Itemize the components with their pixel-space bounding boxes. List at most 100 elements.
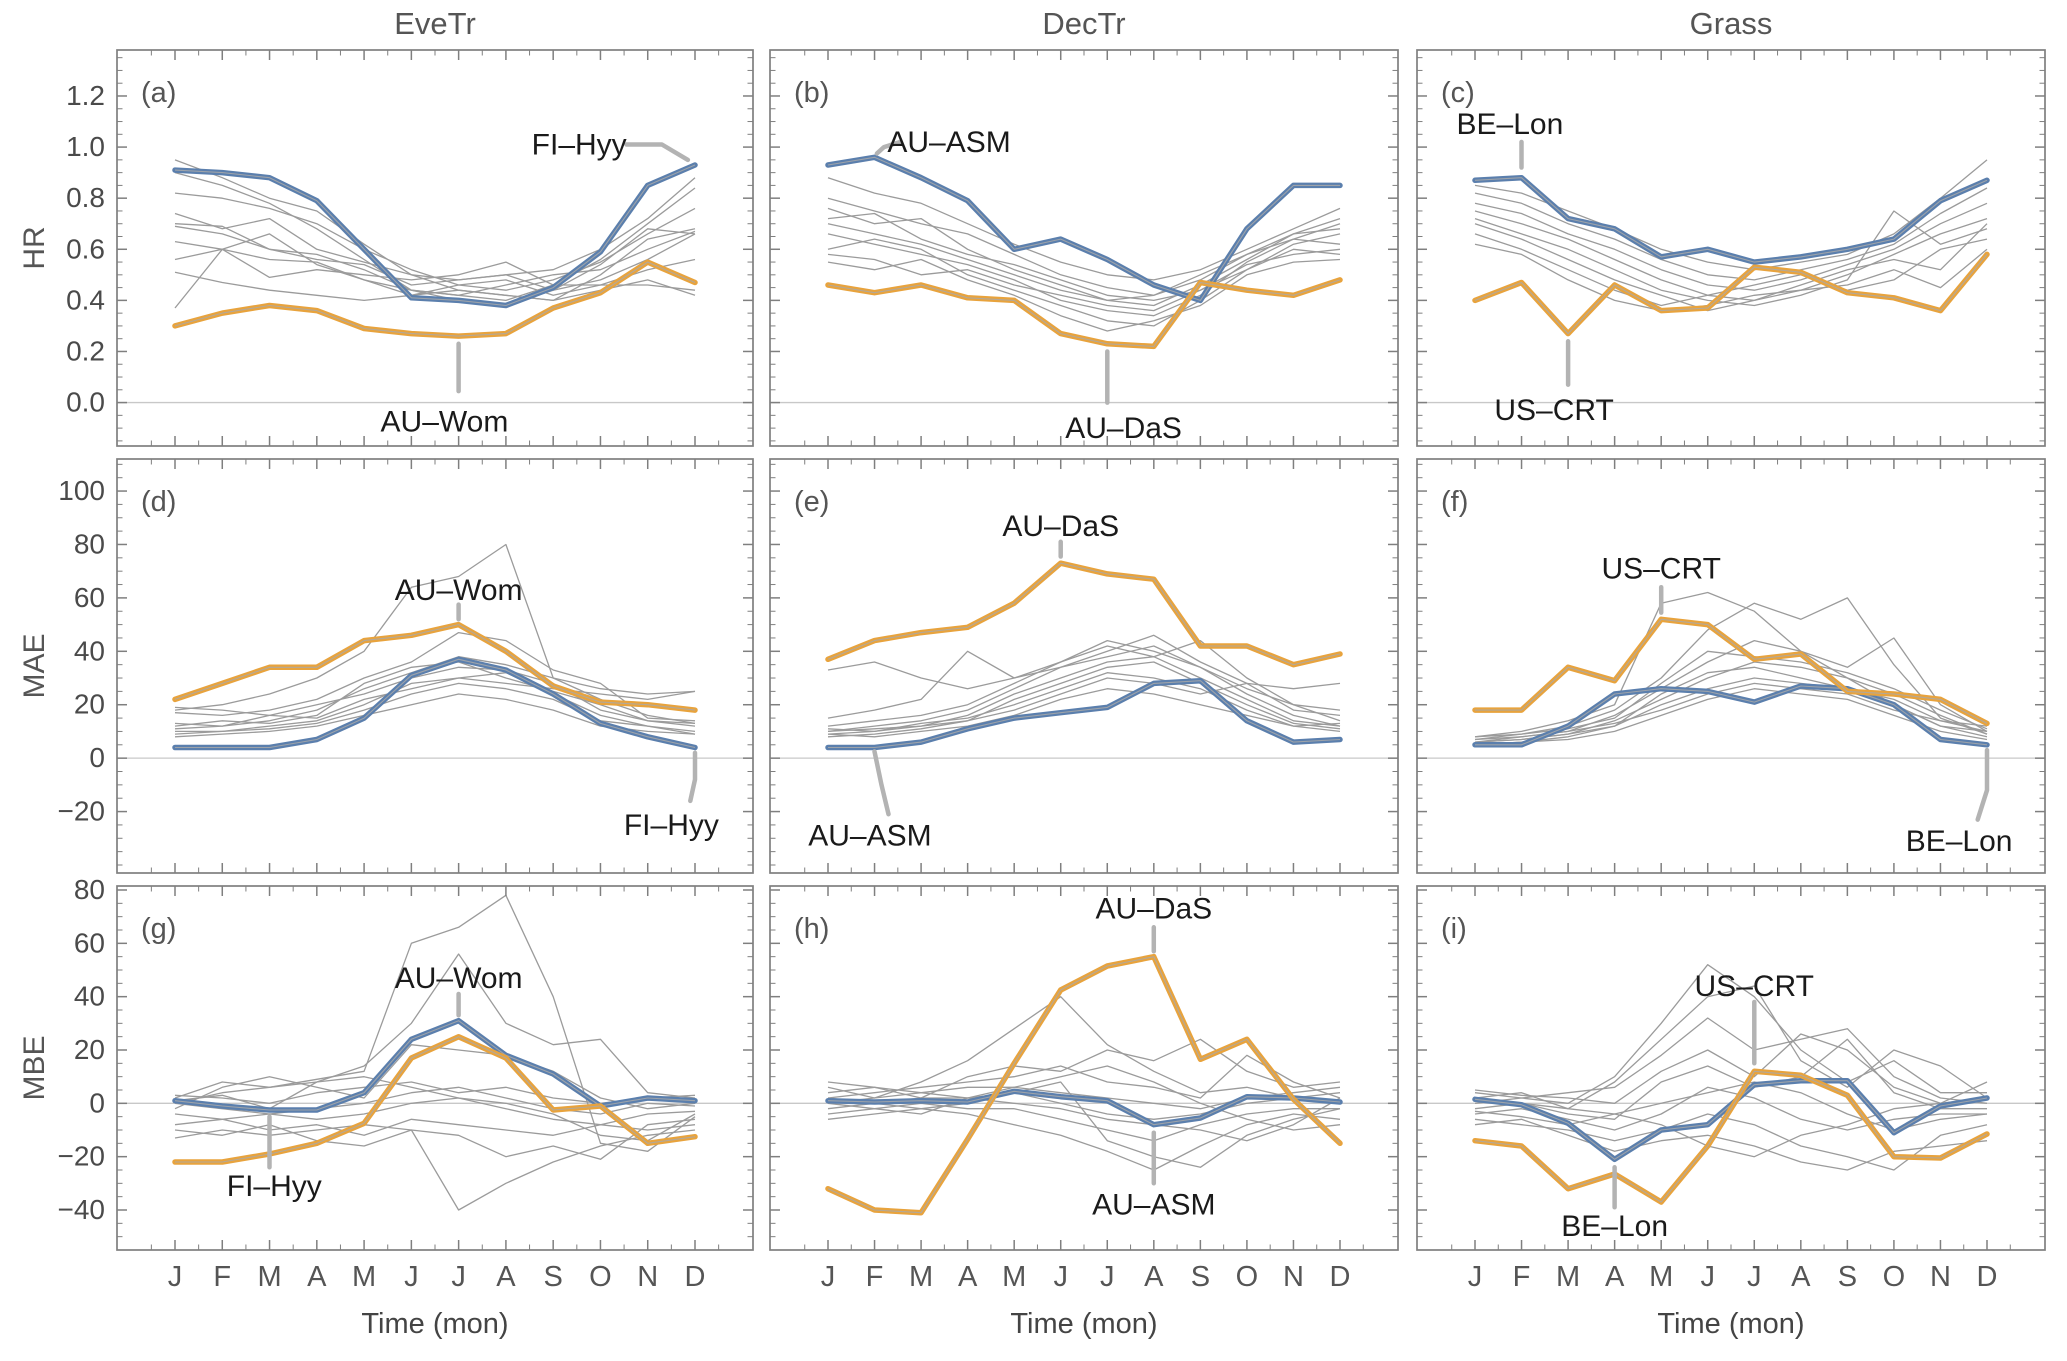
ensemble-line [827, 996, 1341, 1099]
x-tick-label: J [1747, 1261, 1762, 1293]
panel-letter: (e) [794, 486, 829, 518]
ensemble-line [827, 177, 1341, 281]
ensemble-line [174, 631, 696, 722]
panel-b: (b) AU–ASM AU–DaS [769, 49, 1399, 447]
ensemble-line [1474, 233, 1988, 307]
ensemble-line [827, 258, 1341, 332]
centerline-AU–Wom [174, 624, 696, 711]
axis-ticks [770, 886, 1398, 1251]
ensemble-line [174, 894, 696, 1152]
x-tick-label: S [544, 1261, 563, 1293]
highlight-line-AU–DaS [825, 953, 1343, 1216]
x-tick-label: J [1468, 1261, 1483, 1293]
highlight-line-AU–DaS [825, 560, 1343, 668]
highlight-line-AU–ASM [825, 677, 1343, 751]
panel-letter: (h) [794, 913, 829, 945]
column-title-grass: Grass [1689, 6, 1773, 41]
y-tick-label: 1.0 [66, 131, 105, 162]
ensemble-line [827, 1108, 1341, 1171]
x-tick-label: M [1002, 1261, 1026, 1293]
ensemble-lines [174, 543, 696, 738]
annotation-label-AU–Wom: AU–Wom [395, 962, 523, 995]
ensemble-line [174, 1044, 696, 1110]
panel-letter: (d) [141, 486, 176, 518]
ensemble-line [1474, 210, 1988, 307]
x-tick-label: J [451, 1261, 466, 1293]
annotation-label-AU–Wom: AU–Wom [381, 406, 509, 439]
ensemble-line [174, 223, 696, 291]
y-tick-label: 0.2 [66, 335, 105, 366]
annotation-label-FI–Hyy: FI–Hyy [227, 1170, 322, 1203]
x-tick-label: M [1649, 1261, 1673, 1293]
column-title-dectr: DecTr [1042, 6, 1126, 41]
ensemble-line [1474, 1081, 1988, 1158]
x-tick-label: O [589, 1261, 612, 1293]
annotation-label-US–CRT: US–CRT [1494, 394, 1613, 427]
y-tick-label: 1.2 [66, 80, 105, 111]
ensemble-line [174, 248, 696, 286]
panel-letter: (c) [1441, 77, 1475, 109]
x-tick-label: N [1930, 1261, 1951, 1293]
annotation-label-AU–DaS: AU–DaS [1095, 893, 1212, 926]
annotation-label-AU–ASM: AU–ASM [887, 126, 1010, 159]
highlight-line-BE–Lon [1472, 174, 1990, 265]
ensemble-line [827, 639, 1341, 727]
x-tick-label: A [496, 1261, 516, 1293]
ensemble-line [827, 248, 1341, 312]
centerline-AU–DaS [827, 279, 1341, 347]
centerline-US–CRT [1475, 618, 1988, 724]
x-tick-label: D [1977, 1261, 1998, 1293]
ensemble-line [1474, 223, 1988, 312]
x-tick-label: O [1236, 1261, 1259, 1293]
ensemble-lines [1474, 159, 1988, 312]
y-tick-label: 40 [74, 981, 105, 1012]
centerline-AU–DaS [827, 956, 1341, 1214]
ensemble-line [827, 661, 1341, 738]
centerline-AU–ASM [828, 680, 1341, 749]
panel-letter: (f) [1441, 486, 1468, 518]
panel-frame [1416, 885, 2046, 1251]
ensemble-line [174, 677, 696, 719]
annotation-pointer-FI–Hyy [624, 142, 691, 163]
ensemble-line [827, 1081, 1341, 1142]
ensemble-line [1474, 243, 1988, 312]
ensemble-line [175, 672, 696, 733]
panel-frame [1416, 458, 2046, 874]
y-tick-label: 0 [89, 742, 105, 773]
ensemble-line [174, 1076, 696, 1142]
ensemble-line [174, 1118, 696, 1160]
panel-frame [769, 885, 1399, 1251]
ensemble-line [827, 223, 1341, 302]
ensemble-line [827, 688, 1341, 738]
highlight-line-AU–Wom [172, 1033, 698, 1165]
y-tick-label: 20 [74, 689, 105, 720]
ensemble-line [827, 639, 1341, 711]
x-tick-label: N [637, 1261, 658, 1293]
y-tick-label: 0.4 [66, 284, 105, 315]
y-tick-label: −20 [58, 1141, 106, 1172]
centerline-US–CRT [1474, 254, 1988, 335]
y-tick-label: 0 [89, 1087, 105, 1118]
annotation-label-AU–DaS: AU–DaS [1002, 510, 1119, 543]
ensemble-line [174, 225, 696, 307]
y-tick-label: 80 [74, 528, 105, 559]
ensemble-line [827, 1054, 1341, 1099]
ensemble-line [827, 1102, 1340, 1142]
panel-letter: (a) [141, 77, 176, 109]
panel-frame [116, 885, 754, 1251]
annotation-label-AU–DaS: AU–DaS [1065, 412, 1182, 445]
x-tick-label: M [257, 1261, 281, 1293]
highlight-line-US–CRT [1472, 616, 1990, 727]
annotation-label-US–CRT: US–CRT [1601, 553, 1720, 586]
y-tick-label: 20 [74, 1034, 105, 1065]
ensemble-line [827, 1038, 1341, 1099]
annotation-label-FI–Hyy: FI–Hyy [532, 129, 627, 162]
x-tick-label: D [1330, 1261, 1351, 1293]
centerline-FI–Hyy [174, 1020, 696, 1111]
axis-ticks [117, 50, 753, 446]
ensemble-line [827, 1065, 1341, 1131]
annotation-pointer-BE–Lon [1975, 747, 1990, 822]
